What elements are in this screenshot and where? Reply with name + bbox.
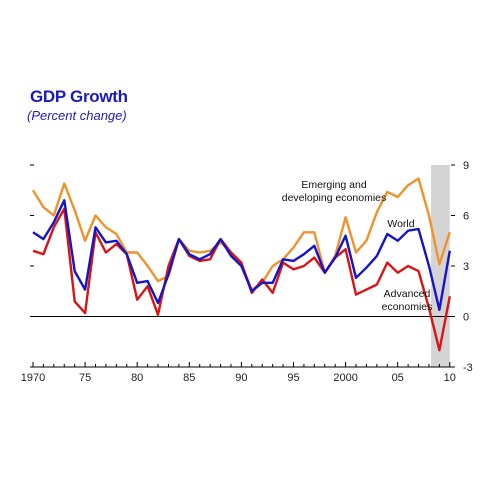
- series-annotation: economies: [382, 301, 433, 313]
- x-tick-label: 85: [183, 372, 195, 384]
- chart-subtitle: (Percent change): [27, 108, 127, 123]
- series-annotation: developing economies: [282, 192, 387, 204]
- series-annotation: Advanced: [384, 288, 431, 300]
- x-tick-label: 75: [79, 372, 91, 384]
- x-tick-label: 80: [131, 372, 143, 384]
- series-annotation: World: [387, 218, 414, 230]
- y-tick-label: 6: [463, 211, 469, 223]
- y-tick-label: 3: [463, 261, 469, 273]
- y-tick-label: -3: [463, 362, 473, 374]
- series-annotation: Emerging and: [301, 179, 367, 191]
- chart-title: GDP Growth: [30, 87, 128, 106]
- x-tick-label: 05: [392, 372, 404, 384]
- y-tick-label: 9: [463, 160, 469, 172]
- x-tick-label: 95: [287, 372, 299, 384]
- x-tick-label: 90: [235, 372, 247, 384]
- x-tick-label: 10: [444, 372, 456, 384]
- y-tick-label: 0: [463, 312, 469, 324]
- series-line: [32, 199, 451, 311]
- x-tick-label: 2000: [333, 372, 357, 384]
- x-tick-label: 1970: [21, 372, 45, 384]
- series-line: [32, 207, 451, 352]
